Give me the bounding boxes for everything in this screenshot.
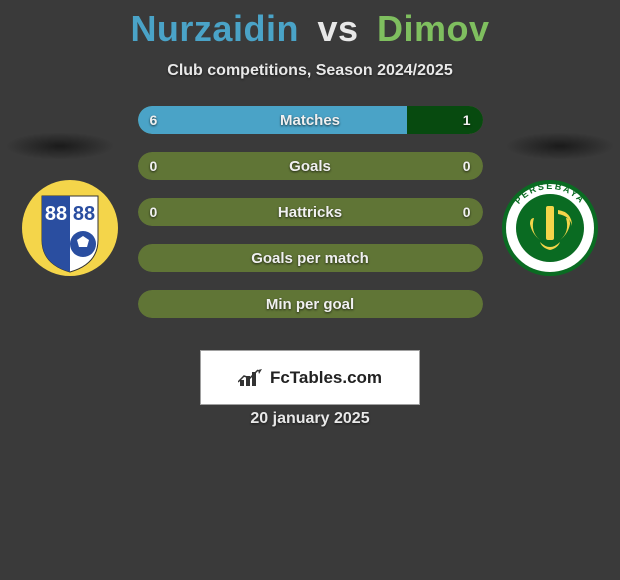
- player1-shadow: [5, 132, 115, 160]
- date-text: 20 january 2025: [0, 410, 620, 428]
- stat-bar-bg: [138, 244, 483, 272]
- stat-bar-bg: [138, 152, 483, 180]
- stat-bar: 00Hattricks: [138, 198, 483, 226]
- stat-bar-left-fill: [138, 106, 407, 134]
- comparison-title: Nurzaidin vs Dimov: [0, 8, 620, 50]
- stat-bar: 61Matches: [138, 106, 483, 134]
- stat-bar-right-fill: [407, 106, 483, 134]
- crest-left-number: 88: [45, 203, 67, 225]
- player2-club-crest: PERSEBAYA: [500, 178, 600, 278]
- player1-club-crest: 88 88: [20, 178, 120, 278]
- stat-right-value: 0: [463, 152, 471, 180]
- stats-container: 61Matches00Goals00HattricksGoals per mat…: [138, 106, 483, 318]
- vs-text: vs: [317, 8, 358, 49]
- stat-right-value: 0: [463, 198, 471, 226]
- stat-bar-bg: [138, 198, 483, 226]
- fctables-text: FcTables.com: [270, 368, 382, 388]
- fctables-logo-box: FcTables.com: [200, 350, 420, 405]
- stat-left-value: 0: [150, 152, 158, 180]
- stat-bar-bg: [138, 290, 483, 318]
- stat-bar: 00Goals: [138, 152, 483, 180]
- stat-bar: Goals per match: [138, 244, 483, 272]
- player2-name: Dimov: [377, 8, 490, 49]
- stat-left-value: 0: [150, 198, 158, 226]
- player2-shadow: [505, 132, 615, 160]
- crest-left-number-2: 88: [73, 203, 95, 225]
- stat-bar: Min per goal: [138, 290, 483, 318]
- stat-left-value: 6: [150, 106, 158, 134]
- player1-name: Nurzaidin: [130, 8, 299, 49]
- fctables-chart-icon: [238, 368, 264, 388]
- stat-right-value: 1: [463, 106, 471, 134]
- subtitle: Club competitions, Season 2024/2025: [0, 62, 620, 80]
